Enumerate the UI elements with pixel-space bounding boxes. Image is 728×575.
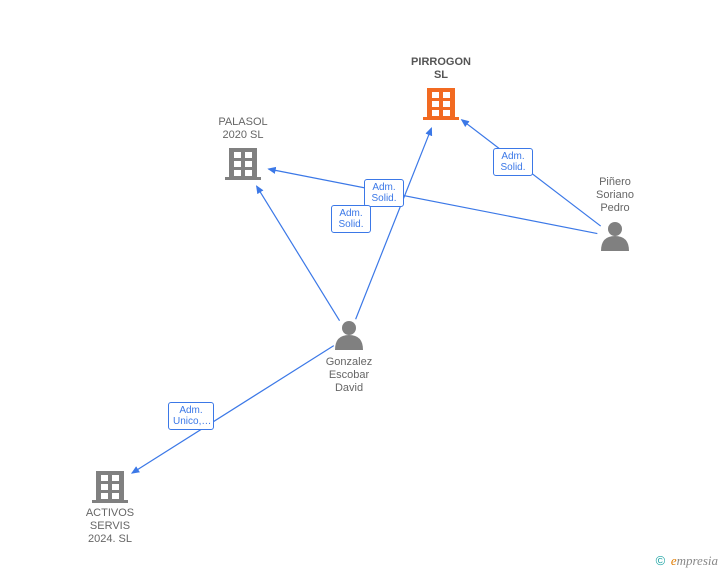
node-label: PIRROGON SL: [391, 56, 491, 82]
edge-label: Adm. Unico,…: [168, 402, 214, 430]
node-label: Piñero Soriano Pedro: [565, 176, 665, 216]
brand-rest: mpresia: [677, 553, 718, 568]
watermark: © empresia: [656, 553, 718, 569]
node-label: ACTIVOS SERVIS 2024. SL: [60, 507, 160, 547]
edge-label: Adm. Solid.: [364, 179, 404, 207]
edge-label: Adm. Solid.: [493, 148, 533, 176]
edge-label: Adm. Solid.: [331, 205, 371, 233]
node-label: PALASOL 2020 SL: [193, 116, 293, 142]
copyright-symbol: ©: [656, 553, 666, 568]
node-label: Gonzalez Escobar David: [299, 356, 399, 396]
labels-layer: Adm. Solid.Adm. Solid.Adm. Unico,…Adm. S…: [0, 0, 728, 575]
